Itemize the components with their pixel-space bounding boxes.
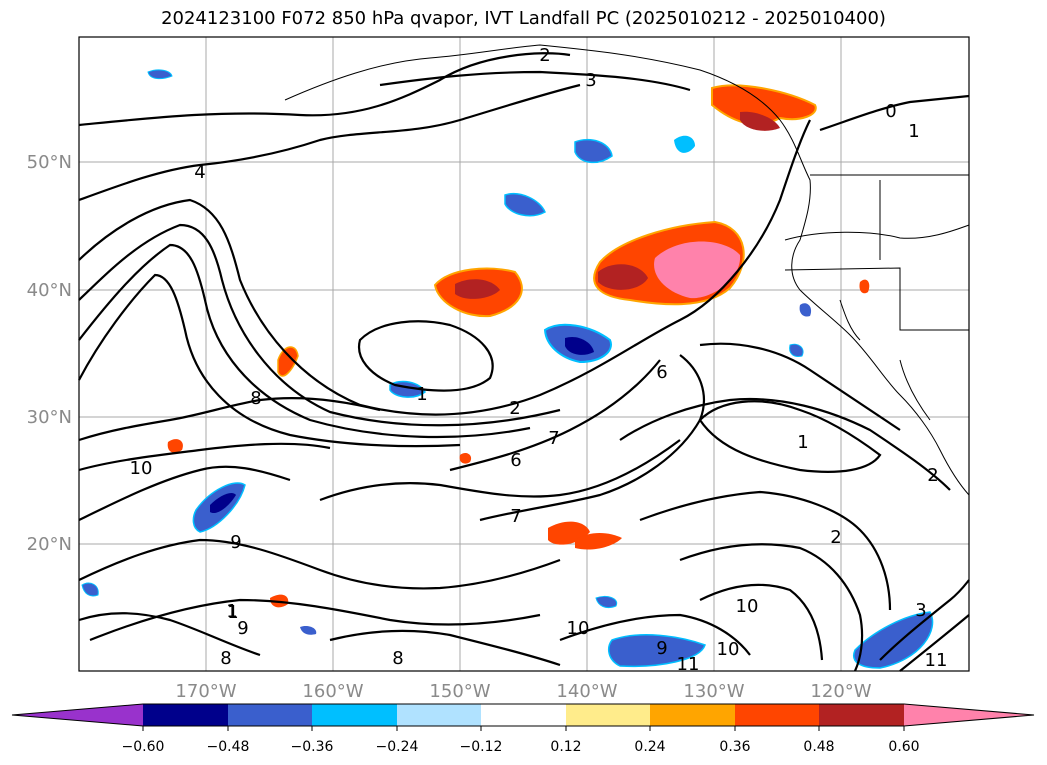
colorbar-swatch [650, 704, 735, 726]
lon-tick-label: 130°W [683, 681, 744, 702]
contour-label: 3 [915, 600, 926, 621]
colorbar: −0.60 −0.48 −0.36 −0.24 −0.12 0.12 0.24 … [11, 703, 1035, 755]
colorbar-tick-label: 0.24 [634, 739, 665, 755]
lon-tick-label: 150°W [429, 681, 490, 702]
contour-label: 6 [510, 450, 521, 471]
map-frame [78, 36, 970, 672]
contour-label: 6 [656, 362, 667, 383]
contour-label: 0 [885, 101, 896, 122]
contour-label: 8 [250, 388, 261, 409]
map-background [79, 37, 969, 671]
colorbar-max-extension [904, 704, 1034, 726]
colorbar-swatch [312, 704, 397, 726]
contour-label: 2 [830, 527, 841, 548]
contour-label: 3 [585, 70, 596, 91]
colorbar-min-extension [12, 704, 143, 726]
colorbar-tick-label: 0.60 [888, 739, 919, 755]
lon-tick-label: 160°W [302, 681, 363, 702]
colorbar-swatch [481, 704, 566, 726]
contour-label: 9 [230, 532, 241, 553]
colorbar-swatch [819, 704, 904, 726]
contour-label: 1 [227, 602, 238, 623]
colorbar-tick-label: −0.12 [460, 739, 503, 755]
lat-tick-label: 30°N [27, 407, 72, 428]
contour-label: 1 [797, 432, 808, 453]
colorbar-swatch [566, 704, 650, 726]
lat-tick-label: 50°N [27, 152, 72, 173]
lat-tick-label: 40°N [27, 280, 72, 301]
colorbar-tick-label: −0.60 [122, 739, 165, 755]
contour-label: 10 [736, 596, 759, 617]
colorbar-swatch [735, 704, 819, 726]
colorbar-tick-label: 0.36 [719, 739, 750, 755]
contour-label: 8 [392, 648, 403, 669]
shading-negative [81, 69, 934, 669]
contour-label: 9 [237, 618, 248, 639]
contour-labels: 2 3 4 0 1 1 6 2 7 6 7 10 9 8 9 1 9 8 8 1… [130, 45, 948, 675]
colorbar-tick-label: −0.48 [207, 739, 250, 755]
lon-tick-labels: 170°W 160°W 150°W 140°W 130°W 120°W [175, 681, 871, 702]
contour-label: 7 [548, 428, 559, 449]
contour-label: 10 [130, 458, 153, 479]
lon-tick-label: 170°W [175, 681, 236, 702]
contour-label: 1 [226, 601, 237, 622]
contour-label: 11 [677, 654, 700, 675]
contour-label: 10 [567, 618, 590, 639]
map-title: 2024123100 F072 850 hPa qvapor, IVT Land… [161, 8, 886, 29]
contour-label: 11 [925, 650, 948, 671]
colorbar-swatch [228, 704, 312, 726]
colorbar-tick-label: −0.36 [291, 739, 334, 755]
shading-positive [167, 84, 870, 608]
colorbar-swatch [143, 704, 228, 726]
contours [78, 52, 970, 672]
contour-label: 9 [656, 638, 667, 659]
colorbar-tick-label: 0.48 [803, 739, 834, 755]
contour-label: 10 [717, 639, 740, 660]
contour-label: 4 [194, 162, 205, 183]
contour-label: 2 [539, 45, 550, 66]
lat-tick-labels: 50°N 40°N 30°N 20°N [27, 152, 72, 555]
contour-label: 2 [509, 398, 520, 419]
lon-tick-label: 120°W [810, 681, 871, 702]
lat-tick-label: 20°N [27, 534, 72, 555]
lon-tick-label: 140°W [556, 681, 617, 702]
coastlines [284, 44, 970, 496]
contour-label: 8 [220, 648, 231, 669]
colorbar-tick-label: −0.24 [376, 739, 419, 755]
contour-label: 1 [416, 384, 427, 405]
colorbar-swatch [397, 704, 481, 726]
contour-label: 7 [510, 506, 521, 527]
colorbar-tick-label: 0.12 [550, 739, 581, 755]
contour-label: 1 [908, 121, 919, 142]
contour-label: 2 [927, 465, 938, 486]
